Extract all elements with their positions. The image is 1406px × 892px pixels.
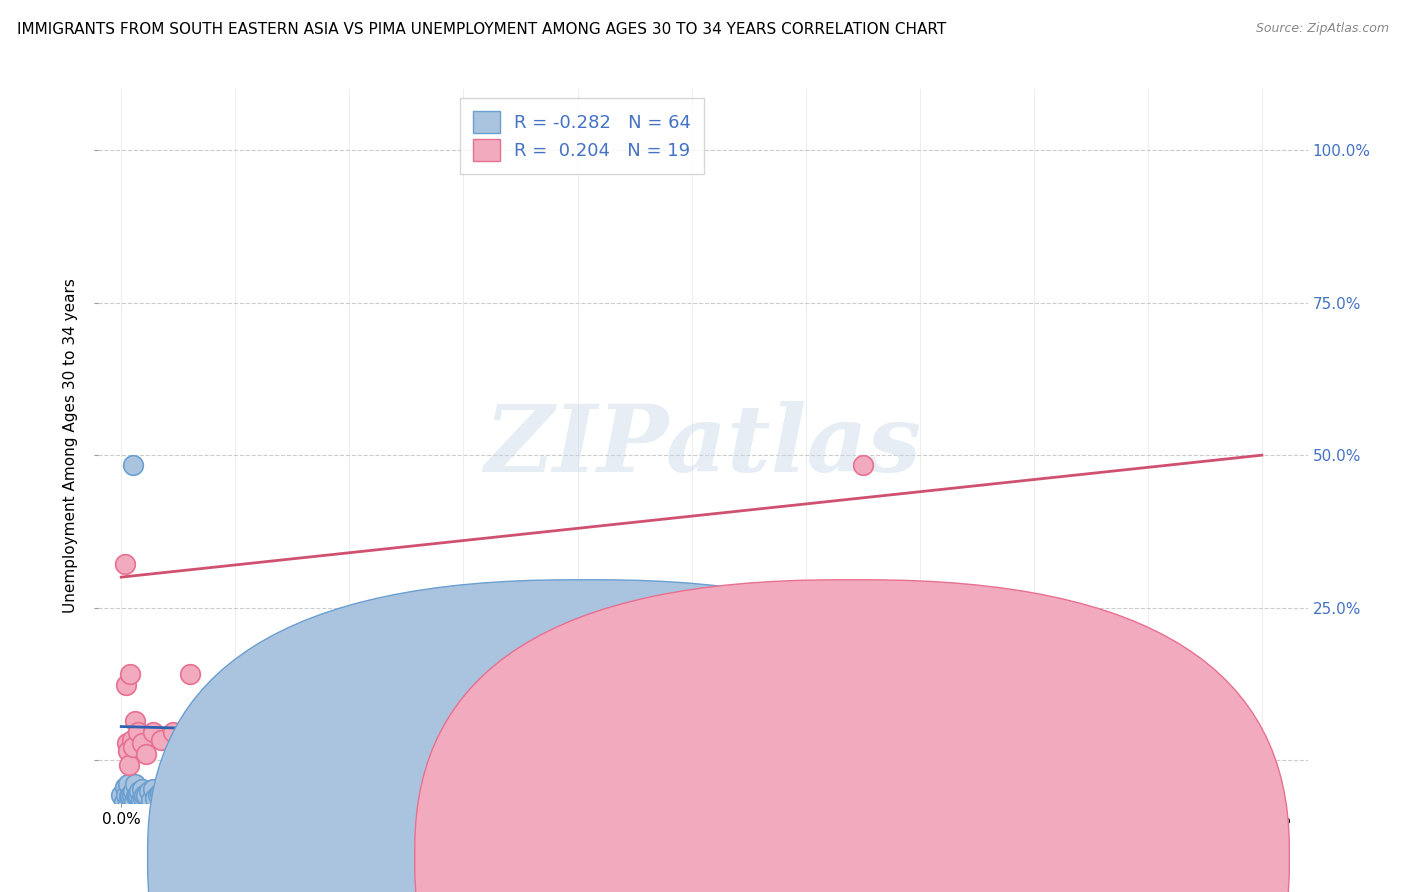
Point (315, 723, 337, 737)
Point (142, 714, 165, 728)
Point (114, 723, 136, 737)
Point (131, 637, 153, 651)
Point (418, 714, 440, 728)
Point (235, 716, 257, 731)
Point (117, 704, 139, 718)
Point (127, 725, 149, 739)
Point (139, 731, 162, 746)
Point (121, 174, 143, 188)
Point (124, 600, 146, 615)
Point (150, 720, 173, 734)
Point (165, 720, 187, 734)
Point (173, 710, 195, 724)
Text: IMMIGRANTS FROM SOUTH EASTERN ASIA VS PIMA UNEMPLOYMENT AMONG AGES 30 TO 34 YEAR: IMMIGRANTS FROM SOUTH EASTERN ASIA VS PI… (17, 22, 946, 37)
Point (135, 723, 157, 737)
Point (703, 723, 725, 737)
Point (120, 725, 142, 739)
Point (658, 729, 681, 743)
Point (486, 723, 509, 737)
Point (128, 716, 150, 731)
Point (121, 631, 143, 645)
Point (150, 631, 173, 645)
Point (190, 723, 212, 737)
Point (555, 720, 578, 734)
Point (118, 673, 141, 688)
Point (115, 637, 138, 651)
Point (114, 540, 136, 554)
Point (162, 619, 184, 633)
Point (179, 725, 201, 739)
Point (453, 729, 475, 743)
Point (184, 725, 207, 739)
Point (737, 720, 759, 734)
Point (131, 714, 153, 728)
Point (794, 740, 817, 755)
Point (520, 720, 543, 734)
Point (118, 725, 141, 739)
Point (129, 731, 152, 746)
Text: ZIPatlas: ZIPatlas (485, 401, 921, 491)
Point (201, 619, 224, 633)
Text: Source: ZipAtlas.com: Source: ZipAtlas.com (1256, 22, 1389, 36)
Point (361, 716, 384, 731)
Text: Immigrants from South Eastern Asia: Immigrants from South Eastern Asia (619, 849, 896, 863)
Point (115, 740, 138, 755)
Point (149, 720, 172, 734)
Y-axis label: Unemployment Among Ages 30 to 34 years: Unemployment Among Ages 30 to 34 years (63, 278, 79, 614)
Point (121, 716, 143, 731)
Point (146, 723, 169, 737)
Point (623, 710, 645, 724)
Point (114, 338, 136, 352)
Point (160, 723, 183, 737)
Point (195, 716, 218, 731)
Point (270, 714, 292, 728)
Point (167, 735, 190, 749)
Point (127, 723, 149, 737)
Point (179, 521, 201, 535)
Point (247, 731, 270, 746)
Point (114, 710, 136, 724)
Point (292, 729, 315, 743)
Point (142, 619, 165, 633)
Point (153, 735, 176, 749)
Point (218, 725, 240, 739)
Point (138, 716, 160, 731)
Point (224, 723, 246, 737)
Point (112, 735, 135, 749)
Point (121, 643, 143, 657)
Point (384, 731, 406, 746)
Point (589, 735, 612, 749)
Point (145, 729, 167, 743)
Point (337, 723, 360, 737)
Point (156, 710, 179, 724)
Point (121, 723, 143, 737)
Point (212, 725, 235, 739)
Point (132, 729, 155, 743)
Legend: R = -0.282   N = 64, R =  0.204   N = 19: R = -0.282 N = 64, R = 0.204 N = 19 (460, 98, 704, 174)
Point (157, 729, 180, 743)
Point (931, 680, 953, 694)
Point (681, 491, 703, 505)
Point (201, 735, 224, 749)
Point (852, 174, 875, 188)
Text: Pima: Pima (872, 849, 910, 863)
Point (117, 649, 139, 664)
Point (110, 723, 132, 737)
Point (135, 656, 157, 670)
Point (163, 720, 186, 734)
Point (132, 723, 155, 737)
Point (124, 704, 146, 718)
Point (127, 619, 149, 633)
Point (125, 725, 148, 739)
Point (207, 710, 229, 724)
Point (120, 521, 142, 535)
Point (122, 735, 145, 749)
